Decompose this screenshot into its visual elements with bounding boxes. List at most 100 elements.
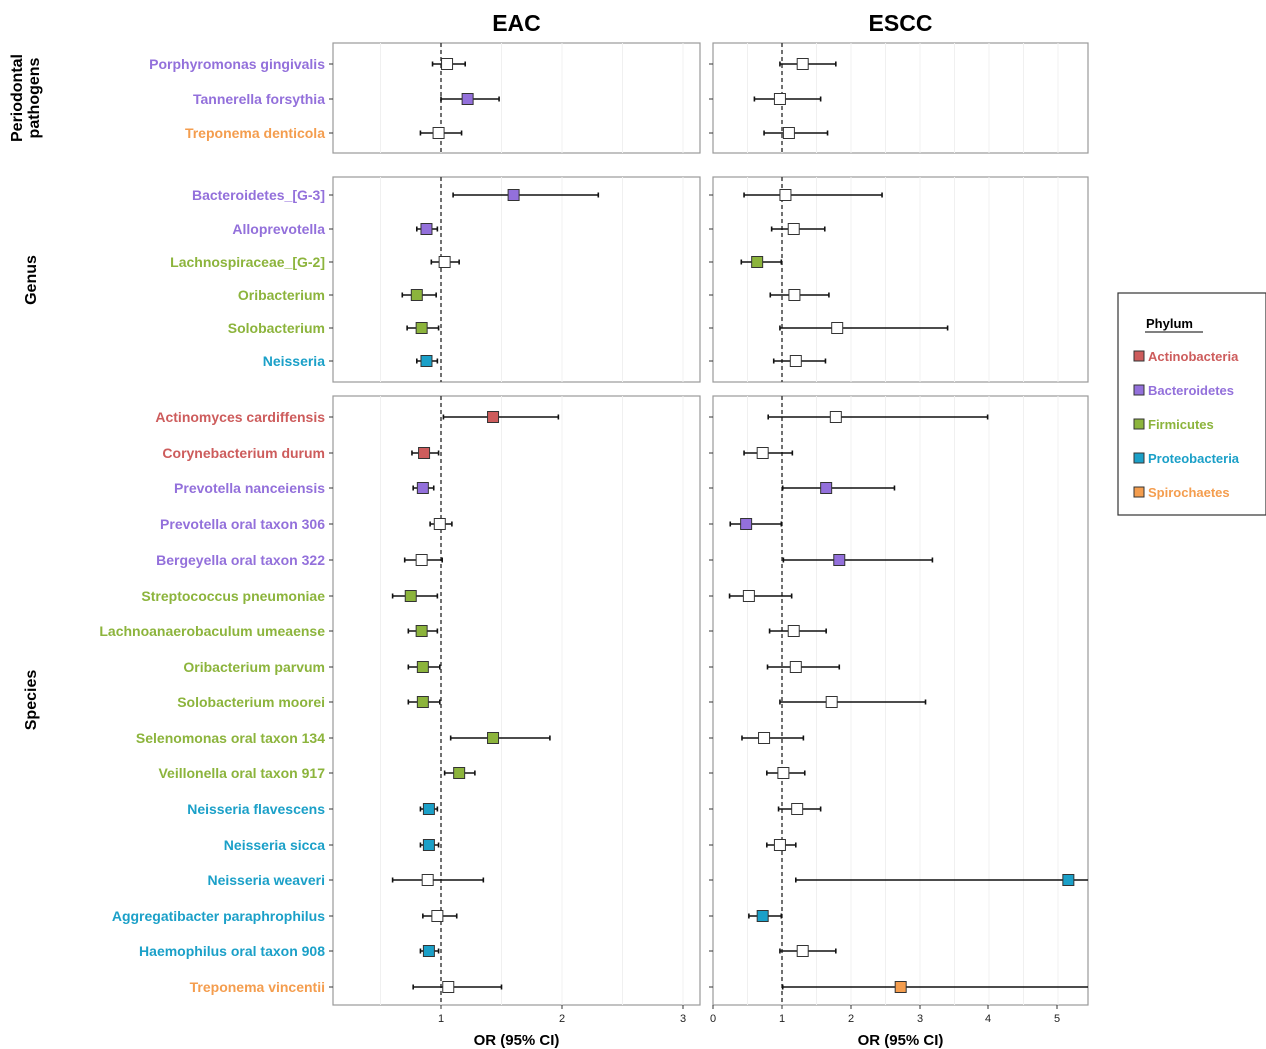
or-marker: [833, 554, 846, 566]
or-marker: [751, 256, 764, 268]
or-marker: [789, 661, 802, 673]
row-label: Alloprevotella: [232, 221, 325, 237]
x-tick-label: 2: [559, 1013, 565, 1025]
row-label: Prevotella nanceiensis: [174, 480, 325, 496]
or-marker: [415, 322, 428, 334]
row-labels: Porphyromonas gingivalis Tannerella forsy…: [99, 56, 713, 995]
or-marker: [777, 767, 790, 779]
x-tick-label: 2: [848, 1013, 854, 1025]
row-label: Neisseria flavescens: [187, 801, 325, 817]
or-marker: [422, 839, 435, 851]
row-label: Veillonella oral taxon 917: [158, 765, 325, 781]
or-marker: [432, 127, 445, 139]
panel-title-eac: EAC: [492, 10, 541, 36]
row-label: Oribacterium parvum: [183, 659, 325, 675]
or-marker: [742, 590, 755, 602]
or-marker: [487, 732, 500, 744]
panel-frame: [332, 395, 701, 1006]
grid-lines: [380, 43, 1059, 1005]
or-marker: [740, 518, 753, 530]
row-label: Lachnoanaerobaculum umeaense: [99, 623, 325, 639]
row-label: Bacteroidetes_[G-3]: [192, 187, 325, 203]
row-label: Lachnospiraceae_[G-2]: [170, 254, 325, 270]
or-marker: [787, 625, 800, 637]
legend-box: [1117, 292, 1266, 516]
row-label: Solobacterium: [228, 320, 325, 336]
x-tick-label: 3: [917, 1013, 923, 1025]
row-label: Oribacterium: [238, 287, 325, 303]
or-marker: [422, 945, 435, 957]
or-marker: [820, 482, 833, 494]
x-axes: 1 2 3 OR (95% CI) 0 1 2 3 4 5 OR (95% CI): [438, 1005, 1060, 1049]
or-marker: [433, 518, 446, 530]
legend-swatch: [1133, 350, 1145, 362]
or-marker: [422, 803, 435, 815]
or-marker: [1062, 874, 1075, 886]
or-marker: [756, 447, 769, 459]
or-marker: [415, 625, 428, 637]
row-label: Actinomyces cardiffensis: [155, 409, 325, 425]
row-label: Bergeyella oral taxon 322: [156, 552, 325, 568]
or-marker: [894, 981, 907, 993]
or-marker: [416, 696, 429, 708]
panel-titles: EAC ESCC: [492, 10, 932, 36]
or-marker: [453, 767, 466, 779]
x-axis-title: OR (95% CI): [858, 1032, 944, 1049]
or-marker: [416, 661, 429, 673]
panel-frames: [332, 42, 1089, 1006]
or-marker: [829, 411, 842, 423]
or-marker: [831, 322, 844, 334]
or-marker: [796, 58, 809, 70]
or-marker: [782, 127, 795, 139]
legend-label: Actinobacteria: [1148, 349, 1239, 364]
or-marker: [442, 981, 455, 993]
or-marker: [404, 590, 417, 602]
panel-frame: [332, 42, 701, 154]
panel-frame: [712, 395, 1089, 1006]
odds-ratio-markers: [404, 58, 1075, 993]
or-marker: [420, 223, 433, 235]
or-marker: [416, 482, 429, 494]
or-marker: [779, 189, 792, 201]
legend-label: Bacteroidetes: [1148, 383, 1234, 398]
or-marker: [507, 189, 520, 201]
row-label: Neisseria sicca: [224, 837, 325, 853]
or-marker: [758, 732, 771, 744]
or-marker: [431, 910, 444, 922]
legend-swatch: [1133, 452, 1145, 464]
row-label: Tannerella forsythia: [193, 91, 325, 107]
row-label: Aggregatibacter paraphrophilus: [112, 908, 325, 924]
or-marker: [418, 447, 431, 459]
x-axis-title: OR (95% CI): [474, 1032, 560, 1049]
group-title-1: Genus: [23, 255, 40, 305]
panel-frame: [712, 176, 1089, 383]
group-title-2: Species: [23, 670, 40, 731]
legend-swatch: [1133, 418, 1145, 430]
or-marker: [787, 223, 800, 235]
group-title-0: Periodontalpathogens: [9, 54, 43, 142]
group-titles: Periodontalpathogens Genus Species: [9, 54, 43, 730]
row-label: Haemophilus oral taxon 908: [139, 943, 325, 959]
row-label: Porphyromonas gingivalis: [149, 56, 325, 72]
or-marker: [796, 945, 809, 957]
or-marker: [825, 696, 838, 708]
or-marker: [487, 411, 500, 423]
or-marker: [410, 289, 423, 301]
panel-title-escc: ESCC: [869, 10, 933, 36]
or-marker: [791, 803, 804, 815]
x-tick-label: 1: [438, 1013, 444, 1025]
or-marker: [441, 58, 454, 70]
or-marker: [461, 93, 474, 105]
row-label: Corynebacterium durum: [162, 445, 325, 461]
row-label: Treponema denticola: [185, 125, 325, 141]
x-tick-label: 1: [779, 1013, 785, 1025]
or-marker: [788, 289, 801, 301]
or-marker: [756, 910, 769, 922]
legend-label: Spirochaetes: [1148, 485, 1230, 500]
row-label: Streptococcus pneumoniae: [141, 588, 325, 604]
or-marker: [415, 554, 428, 566]
or-marker: [438, 256, 451, 268]
legend-title: Phylum: [1146, 316, 1193, 331]
or-marker: [421, 874, 434, 886]
